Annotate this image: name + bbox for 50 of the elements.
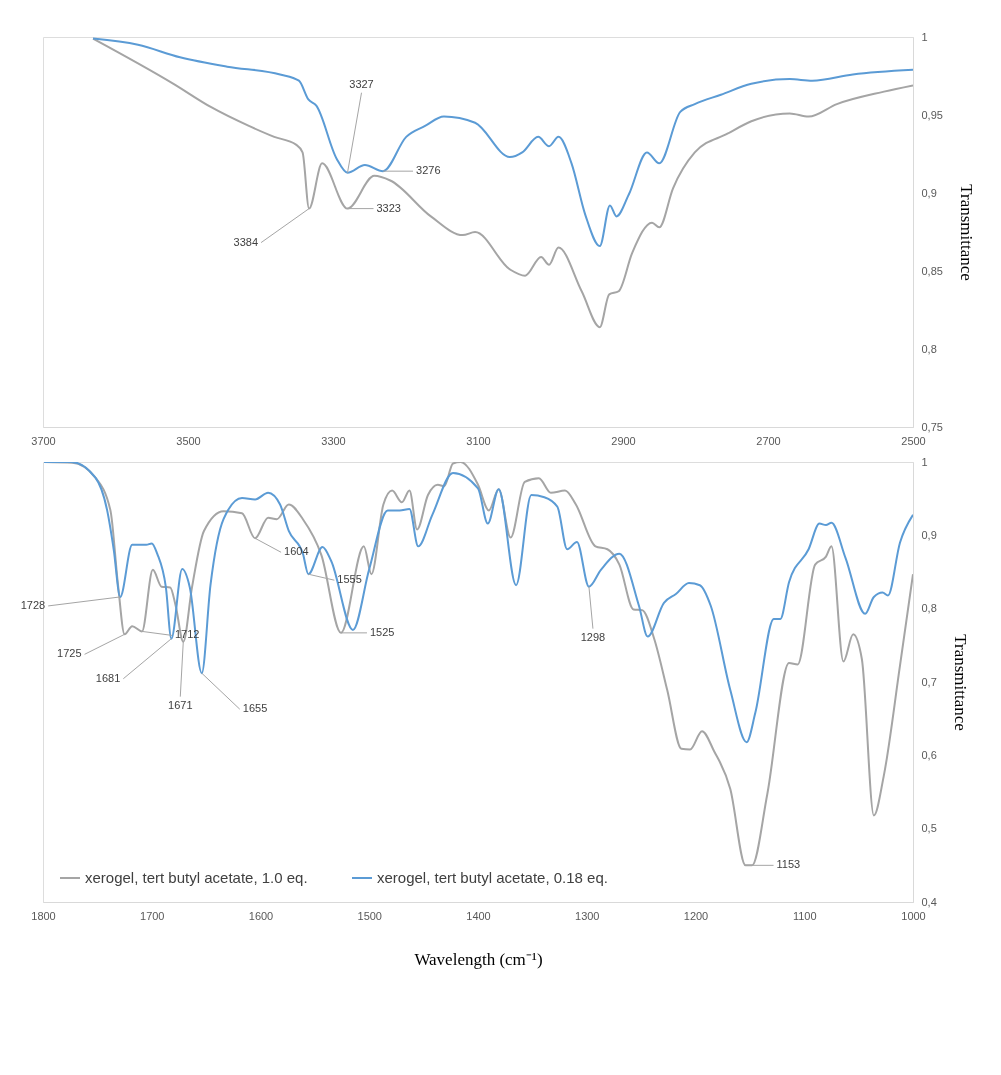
x-tick-label: 1700: [140, 909, 165, 922]
x-tick-label: 3700: [31, 434, 56, 447]
y-tick-label: 0,8: [921, 342, 937, 355]
x-tick-label: 2900: [611, 434, 636, 447]
y-tick-label: 0,4: [921, 895, 937, 908]
y-tick-label: 0,95: [921, 108, 943, 121]
y-tick-label: 0,8: [921, 602, 937, 615]
annotation: 1555: [337, 573, 362, 586]
y-tick-label: 0,9: [921, 186, 937, 199]
y-tick-label: 1: [921, 30, 928, 43]
y-tick-label: 0,9: [921, 528, 937, 541]
x-axis-title: Wavelength (cm⁻¹): [414, 949, 543, 969]
y-tick-label: 0,7: [921, 675, 937, 688]
y-axis-title: Transmittance: [956, 184, 976, 281]
line-series: [92, 37, 913, 329]
x-tick-label: 2700: [756, 434, 781, 447]
x-tick-label: 1500: [357, 909, 382, 922]
y-tick-label: 0,75: [921, 420, 943, 433]
annotation: 3327: [349, 77, 374, 90]
legend-label: xerogel, tert butyl acetate, 0.18 eq.: [377, 869, 608, 886]
annotation: 1728: [20, 598, 46, 611]
x-tick-label: 1600: [248, 909, 274, 922]
annotation: 3276: [416, 164, 441, 177]
x-tick-label: 1800: [31, 909, 56, 922]
y-tick-label: 1: [921, 455, 928, 468]
annotation: 1681: [95, 671, 121, 684]
annotation: 1671: [168, 698, 193, 711]
x-tick-label: 1100: [792, 909, 817, 922]
annotation: 1298: [580, 630, 606, 643]
line-series: [92, 37, 913, 248]
line-series: [43, 462, 913, 744]
legend-label: xerogel, tert butyl acetate, 1.0 eq.: [85, 869, 308, 886]
x-tick-label: 3300: [321, 434, 346, 447]
x-tick-label: 1400: [466, 909, 491, 922]
annotation: 3384: [233, 235, 259, 248]
x-tick-label: 1300: [575, 909, 600, 922]
x-tick-label: 1200: [683, 909, 709, 922]
y-axis-title: Transmittance: [950, 634, 970, 731]
y-tick-label: 0,6: [921, 748, 937, 761]
x-tick-label: 3100: [466, 434, 491, 447]
annotation: 1153: [776, 858, 801, 871]
annotation: 3323: [376, 201, 401, 214]
x-tick-label: 2500: [901, 434, 926, 447]
x-tick-label: 3500: [176, 434, 201, 447]
annotation: 1725: [57, 647, 82, 660]
y-tick-label: 0,5: [921, 822, 937, 835]
x-tick-label: 1000: [901, 909, 926, 922]
y-tick-label: 0,85: [921, 264, 943, 277]
annotation: 1655: [242, 702, 268, 715]
annotation: 1525: [369, 625, 395, 638]
